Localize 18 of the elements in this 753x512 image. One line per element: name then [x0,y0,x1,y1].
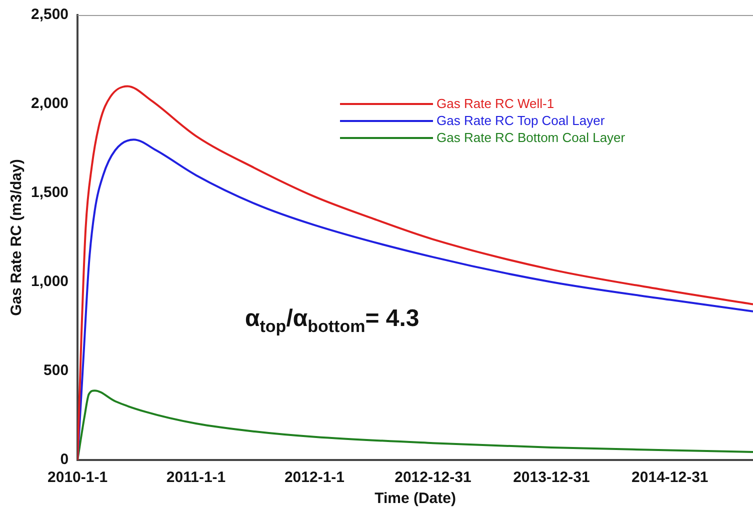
x-tick-label: 2012-12-31 [394,469,472,486]
x-tick-label: 2014-12-31 [632,469,708,486]
y-tick-label: 2,500 [30,6,69,24]
text: Gas Rate RC Well-1 [436,96,554,111]
y-tick-label: 1,500 [30,184,69,202]
x-tick-label: 2013-12-31 [513,469,590,486]
x-tick-label: 2012-1-1 [284,469,345,486]
y-tick-label: 1,000 [30,273,69,290]
y-tick-label: 0 [60,451,69,468]
text: Gas Rate RC Bottom Coal Layer [436,130,626,145]
x-tick-label: 2011-1-1 [166,469,226,486]
x-tick-label: 2010-1-1 [48,469,108,486]
y-axis-title: Gas Rate RC (m3/day) [8,159,26,316]
x-axis-title: Time (Date) [374,490,456,508]
annotation: α$_{top}$/α$_{bottom}$= 4.3 [245,305,420,337]
y-tick-label: 2,000 [30,95,69,112]
y-tick-label: 500 [44,362,69,380]
text: Gas Rate RC Top Coal Layer [436,113,605,128]
